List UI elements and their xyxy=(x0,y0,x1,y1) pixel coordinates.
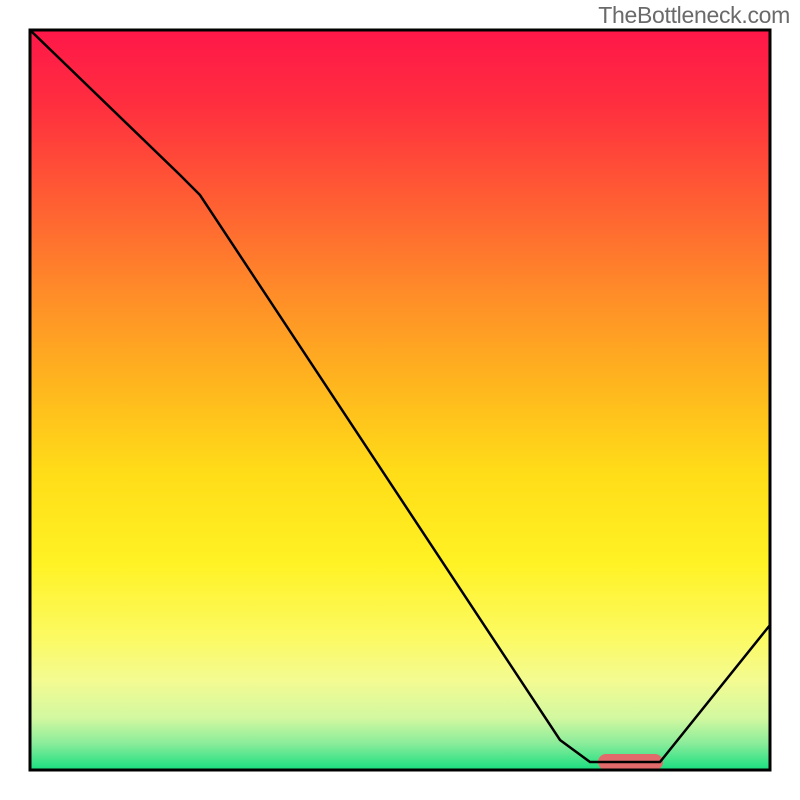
chart-container: TheBottleneck.com xyxy=(0,0,800,800)
bottleneck-chart xyxy=(0,0,800,800)
gradient-background xyxy=(30,30,770,770)
watermark-text: TheBottleneck.com xyxy=(598,2,790,29)
